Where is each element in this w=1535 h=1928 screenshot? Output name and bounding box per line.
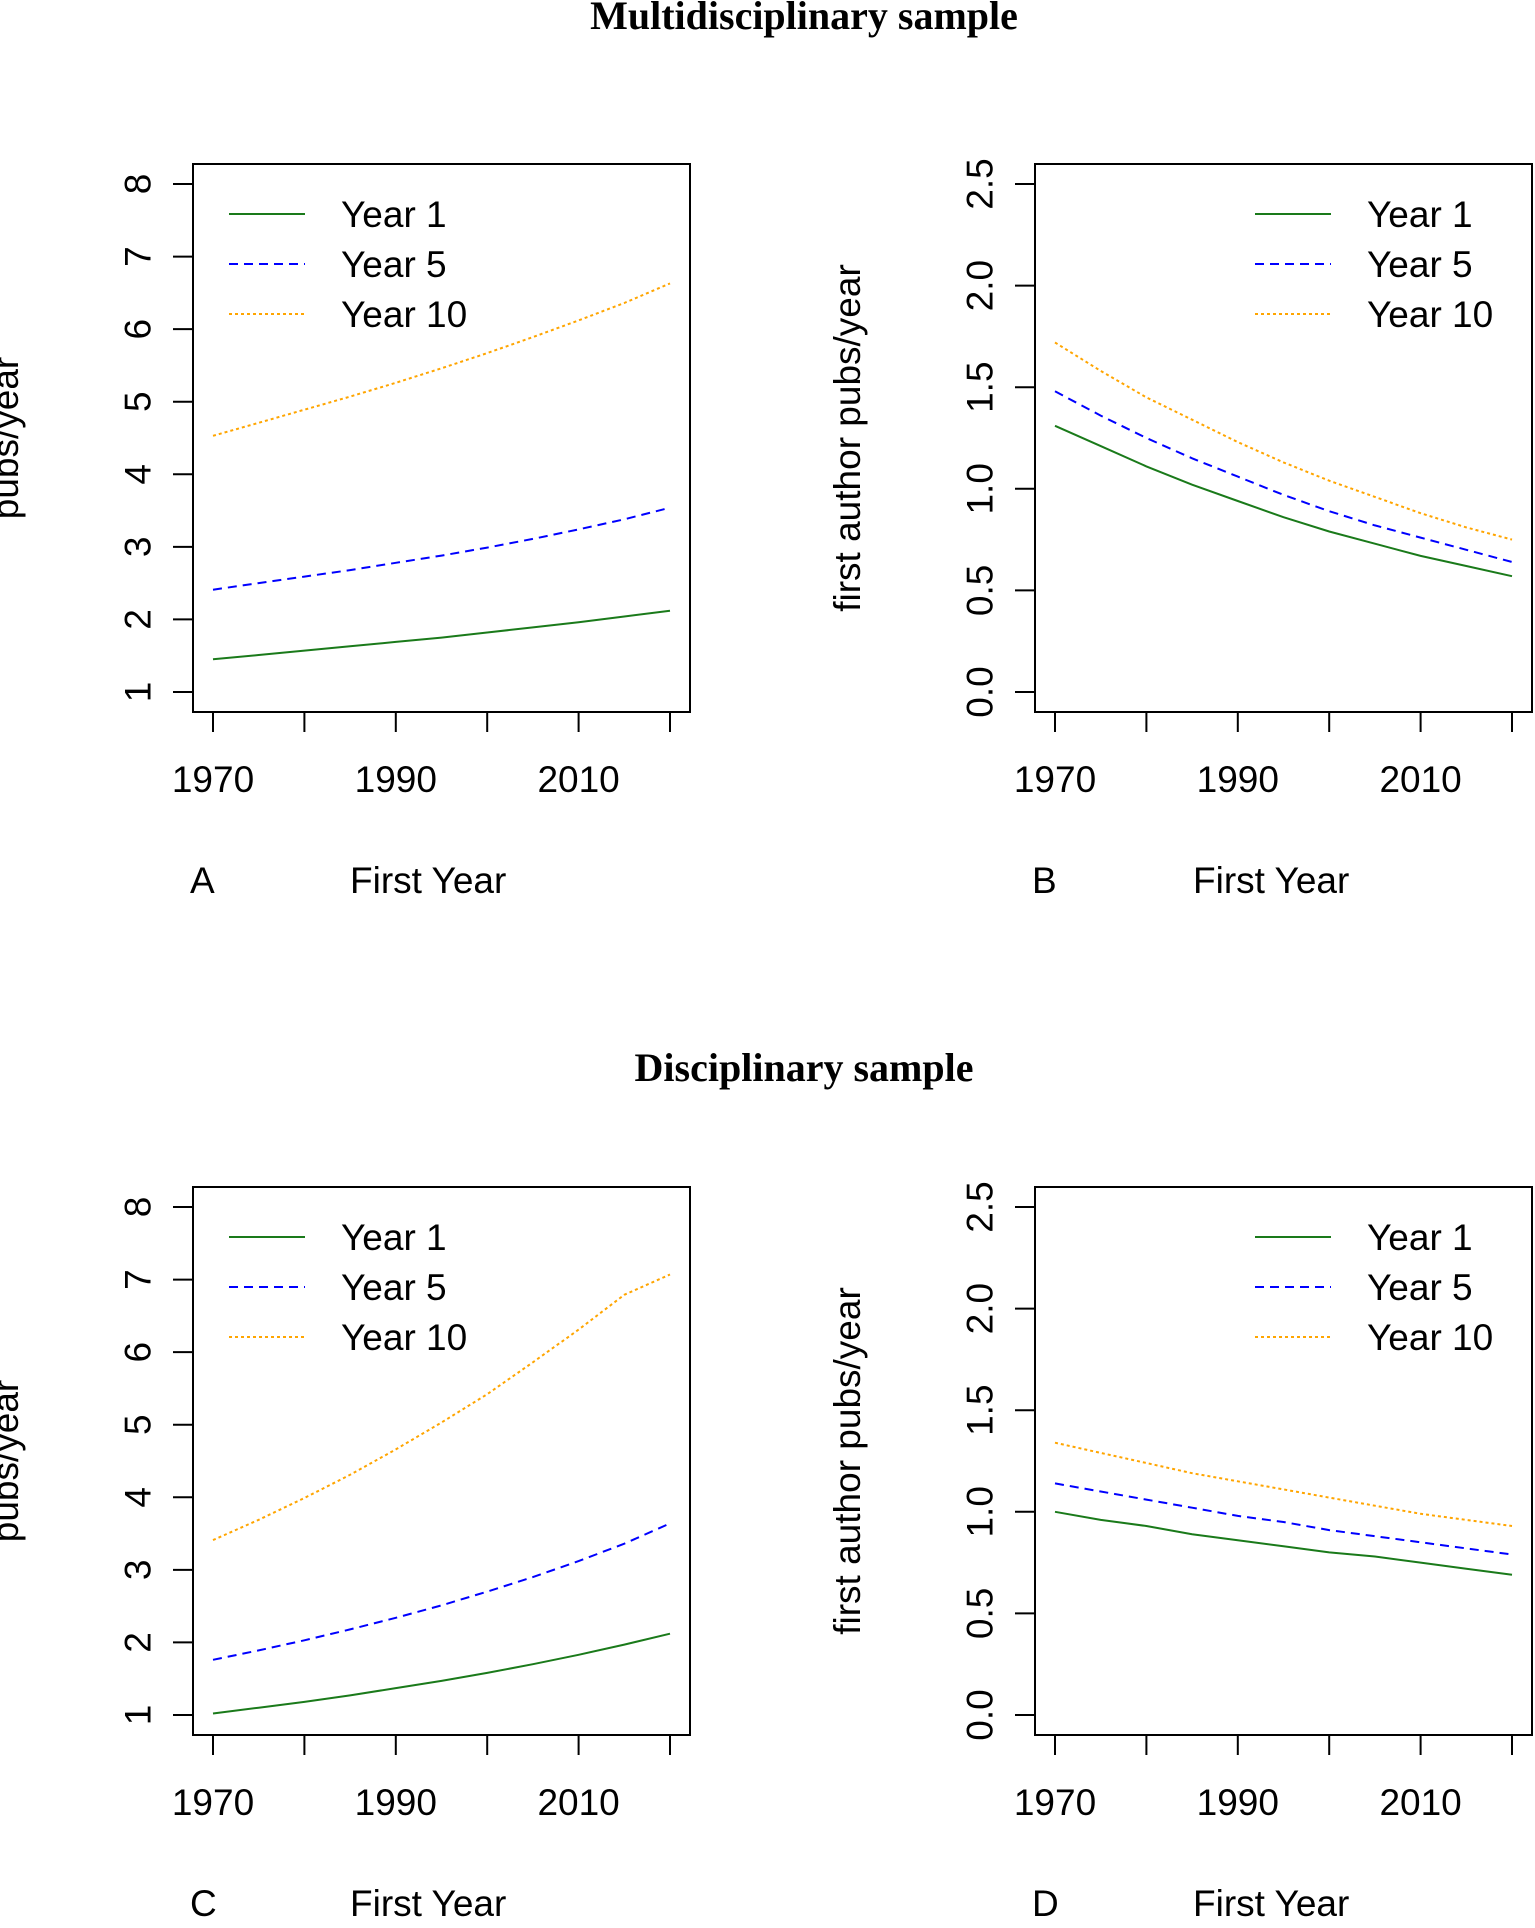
x-tick-label: 2010 [1379,1782,1461,1823]
x-tick-label: 2010 [1379,759,1461,800]
y-tick-label: 7 [118,246,159,267]
y-tick-label: 3 [118,1560,159,1581]
panel-letter: B [1032,860,1057,901]
series-line-year-5 [212,506,671,591]
x-tick-label: 1990 [1197,1782,1279,1823]
legend-label: Year 5 [341,244,447,285]
legend: Year 1 Year 5 Year 10 [229,194,467,335]
series-line-year-1 [212,609,671,661]
series-line-year-10 [1054,341,1513,541]
x-axis-label: First Year [1193,860,1349,901]
y-tick-label: 0.0 [960,1689,1001,1740]
x-axis-label: First Year [1193,1883,1349,1924]
panel-letter: D [1032,1883,1059,1924]
panel-letter: C [190,1883,217,1924]
y-tick-label: 4 [118,464,159,485]
series-line-year-5 [1054,1482,1513,1556]
y-tick-label: 5 [118,391,159,412]
legend-label: Year 10 [1367,1317,1493,1358]
y-tick-label: 2.0 [960,260,1001,311]
y-tick-label: 6 [118,319,159,340]
y-tick-label: 2.5 [960,158,1001,209]
y-tick-label: 2 [118,609,159,630]
legend-label: Year 10 [1367,294,1493,335]
plot-frame [192,163,691,713]
legend: Year 1 Year 5 Year 10 [229,1217,467,1358]
x-axis-label: First Year [350,1883,506,1924]
y-tick-label: 3 [118,537,159,558]
x-tick-label: 1990 [355,1782,437,1823]
chart-panel-b: 1970 1990 2010 0.0 0.5 1.0 1.5 2.0 2.5 first auth… [827,158,1533,901]
y-tick-label: 5 [118,1414,159,1435]
y-tick-label: 0.5 [960,1588,1001,1639]
y-tick-label: 0.5 [960,565,1001,616]
y-tick-label: 7 [118,1269,159,1290]
section-title-disciplinary: Disciplinary sample [634,1045,974,1090]
legend-label: Year 10 [341,1317,467,1358]
legend-label: Year 5 [1367,1267,1473,1308]
y-tick-label: 4 [118,1487,159,1508]
section-title-multidisciplinary: Multidisciplinary sample [590,0,1018,38]
plot-frame [192,1186,691,1736]
series-line-year-5 [1054,390,1513,563]
series-line-year-1 [1054,424,1513,578]
legend-label: Year 10 [341,294,467,335]
x-tick-label: 1970 [172,759,254,800]
legend: Year 1 Year 5 Year 10 [1255,1217,1493,1358]
x-tick-label: 2010 [537,759,619,800]
y-tick-label: 2 [118,1632,159,1653]
plot-frame [1034,163,1533,713]
y-tick-label: 1.5 [960,1384,1001,1435]
series-line-year-1 [212,1632,671,1715]
y-tick-label: 2.5 [960,1181,1001,1232]
legend-label: Year 1 [1367,194,1473,235]
series-line-year-5 [212,1522,671,1661]
y-tick-label: 8 [118,174,159,195]
y-tick-label: 8 [118,1197,159,1218]
legend-label: Year 1 [341,194,447,235]
series-line-year-10 [212,282,671,437]
x-tick-label: 1970 [1014,759,1096,800]
series-line-year-10 [1054,1441,1513,1527]
y-axis-label: pubs/year [0,357,26,520]
series-line-year-1 [1054,1510,1513,1576]
y-tick-label: 1.0 [960,1486,1001,1537]
x-tick-label: 1990 [355,759,437,800]
legend-label: Year 5 [341,1267,447,1308]
y-tick-label: 1 [118,1705,159,1726]
chart-panel-a: 1970 1990 2010 1 2 3 4 5 6 7 8 pubs/year A First Year… [0,163,691,901]
x-tick-label: 1970 [172,1782,254,1823]
y-axis-label: first author pubs/year [827,264,868,612]
y-tick-label: 1.0 [960,463,1001,514]
legend-label: Year 1 [1367,1217,1473,1258]
plot-frame [1034,1186,1533,1736]
x-tick-label: 2010 [537,1782,619,1823]
x-tick-label: 1970 [1014,1782,1096,1823]
y-tick-label: 0.0 [960,666,1001,717]
y-tick-label: 2.0 [960,1283,1001,1334]
y-tick-label: 6 [118,1342,159,1363]
chart-panel-d: 1970 1990 2010 0.0 0.5 1.0 1.5 2.0 2.5 first auth… [827,1181,1533,1924]
panel-letter: A [190,860,215,901]
y-axis-label: first author pubs/year [827,1287,868,1635]
y-tick-label: 1 [118,682,159,703]
chart-panel-c: 1970 1990 2010 1 2 3 4 5 6 7 8 pubs/year C First Year… [0,1186,691,1924]
legend-label: Year 5 [1367,244,1473,285]
x-tick-label: 1990 [1197,759,1279,800]
series-line-year-10 [212,1273,671,1542]
x-axis-label: First Year [350,860,506,901]
legend-label: Year 1 [341,1217,447,1258]
y-tick-label: 1.5 [960,361,1001,412]
y-axis-label: pubs/year [0,1380,26,1543]
legend: Year 1 Year 5 Year 10 [1255,194,1493,335]
